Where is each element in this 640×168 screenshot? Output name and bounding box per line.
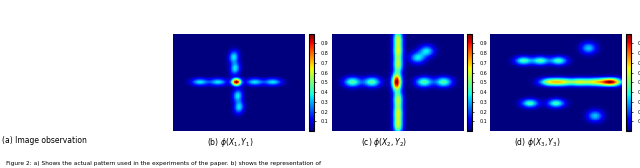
Text: (d) $\phi(X_3, Y_3)$: (d) $\phi(X_3, Y_3)$ bbox=[515, 136, 561, 149]
Text: (c) $\phi(X_2, Y_2)$: (c) $\phi(X_2, Y_2)$ bbox=[361, 136, 407, 149]
Text: Figure 2: a) Shows the actual pattern used in the experiments of the paper. b) s: Figure 2: a) Shows the actual pattern us… bbox=[6, 161, 321, 166]
Text: (a) Image observation: (a) Image observation bbox=[3, 136, 87, 145]
Text: (b) $\phi(X_1, Y_1)$: (b) $\phi(X_1, Y_1)$ bbox=[207, 136, 253, 149]
